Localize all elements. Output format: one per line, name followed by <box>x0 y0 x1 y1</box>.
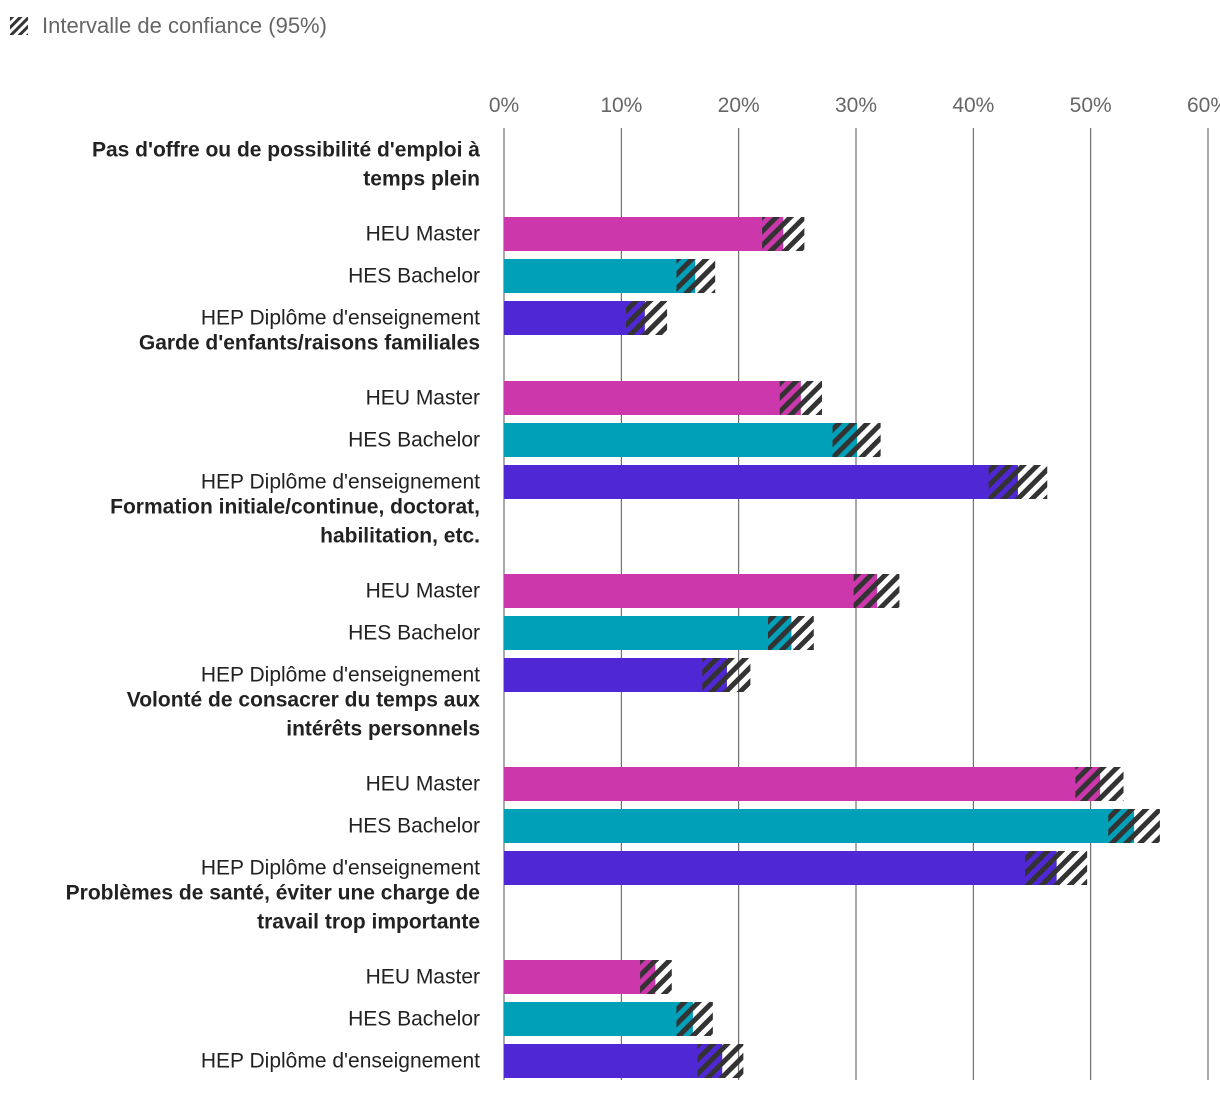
bar <box>504 616 792 650</box>
row-label: HEP Diplôme d'enseignement <box>201 664 480 687</box>
x-tick-label: 30% <box>835 94 877 117</box>
category-label: Problèmes de santé, éviter une charge de <box>66 882 480 905</box>
row-label: HES Bachelor <box>348 265 480 288</box>
bar <box>504 767 1101 801</box>
bars <box>504 217 1160 1078</box>
bar <box>504 851 1057 885</box>
confidence-interval <box>1108 809 1160 843</box>
category-label: travail trop importante <box>257 911 480 934</box>
row-label: HEP Diplôme d'enseignement <box>201 857 480 880</box>
row-label: HEP Diplôme d'enseignement <box>201 307 480 330</box>
confidence-interval <box>640 960 672 994</box>
confidence-interval <box>768 616 814 650</box>
bar <box>504 809 1135 843</box>
category-labels: Pas d'offre ou de possibilité d'emploi à… <box>66 139 481 1073</box>
x-tick-label: 20% <box>718 94 760 117</box>
x-tick-label: 50% <box>1070 94 1112 117</box>
confidence-interval <box>697 1044 744 1078</box>
category-label: Volonté de consacrer du temps aux <box>127 689 481 712</box>
row-label: HES Bachelor <box>348 815 480 838</box>
category-label: intérêts personnels <box>286 718 480 741</box>
bar <box>504 1044 723 1078</box>
row-label: HEU Master <box>366 223 480 246</box>
legend: Intervalle de confiance (95%) <box>10 12 327 40</box>
x-axis-ticks: 0% 10% 20% 30% 40% 50% 60% <box>489 94 1220 117</box>
row-label: HEU Master <box>366 580 480 603</box>
row-label: HEU Master <box>366 773 480 796</box>
bar <box>504 301 645 335</box>
category-label: Pas d'offre ou de possibilité d'emploi à <box>92 139 480 162</box>
row-label: HEU Master <box>366 387 480 410</box>
row-label: HEP Diplôme d'enseignement <box>201 1050 480 1073</box>
row-label: HES Bachelor <box>348 429 480 452</box>
x-tick-label: 10% <box>600 94 642 117</box>
bar <box>504 1002 693 1036</box>
bar <box>504 381 801 415</box>
legend-ci-label: Intervalle de confiance (95%) <box>42 13 327 38</box>
bar <box>504 658 727 692</box>
confidence-interval <box>1075 767 1124 801</box>
confidence-interval <box>702 658 751 692</box>
confidence-interval <box>676 1002 713 1036</box>
confidence-interval <box>853 574 900 608</box>
bar <box>504 423 858 457</box>
category-label: Garde d'enfants/raisons familiales <box>139 332 480 355</box>
confidence-interval <box>832 423 881 457</box>
row-label: HEU Master <box>366 966 480 989</box>
category-label: temps plein <box>363 168 480 191</box>
confidence-interval <box>1024 851 1088 885</box>
bar <box>504 574 878 608</box>
confidence-interval <box>626 301 668 335</box>
x-tick-label: 40% <box>952 94 994 117</box>
category-label: Formation initiale/continue, doctorat, <box>110 496 480 519</box>
confidence-interval <box>988 465 1048 499</box>
category-label: habilitation, etc. <box>320 525 480 548</box>
hatched-square-icon <box>10 17 28 35</box>
x-tick-label: 60% <box>1187 94 1220 117</box>
row-label: HEP Diplôme d'enseignement <box>201 471 480 494</box>
x-tick-label: 0% <box>489 94 519 117</box>
confidence-interval <box>762 217 805 251</box>
confidence-interval <box>779 381 822 415</box>
row-label: HES Bachelor <box>348 622 480 645</box>
confidence-interval <box>676 259 716 293</box>
bar <box>504 960 656 994</box>
bar <box>504 217 784 251</box>
row-label: HES Bachelor <box>348 1008 480 1031</box>
bar <box>504 465 1018 499</box>
bar <box>504 259 696 293</box>
